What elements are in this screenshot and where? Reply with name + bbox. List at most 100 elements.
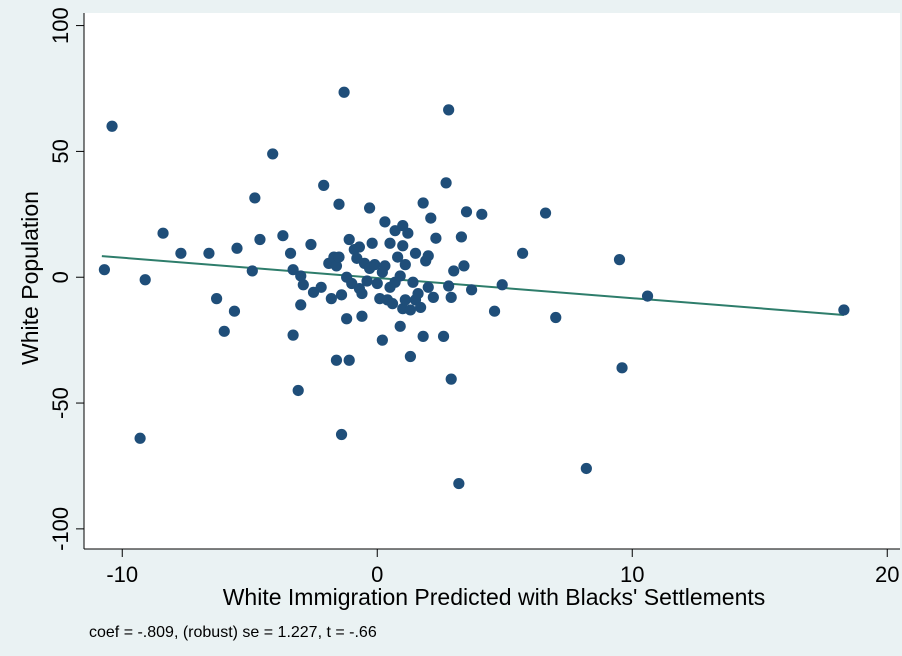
data-point (284, 247, 297, 259)
data-point (333, 198, 345, 210)
y-tick-label: -100 (48, 507, 73, 551)
data-point (356, 310, 368, 322)
data-point (106, 120, 118, 132)
data-point (379, 216, 391, 228)
data-point (422, 250, 434, 262)
data-point (404, 350, 416, 363)
x-ticks: -10 0 10 20 (106, 549, 899, 587)
data-point (356, 287, 368, 300)
data-point (139, 274, 151, 286)
data-point (404, 304, 416, 316)
data-point (517, 247, 529, 259)
data-point (430, 232, 442, 244)
data-point (437, 330, 450, 342)
data-point (287, 329, 299, 341)
data-point (386, 298, 399, 310)
data-point (838, 304, 850, 316)
data-point (443, 104, 455, 116)
x-axis-label: White Immigration Predicted with Blacks'… (223, 584, 766, 610)
y-tick-label: -50 (48, 387, 73, 419)
x-tick-label: 0 (371, 562, 383, 587)
y-tick-label: 50 (48, 139, 73, 163)
data-point (246, 265, 258, 277)
data-point (157, 227, 169, 239)
data-point (539, 207, 552, 219)
data-point (455, 231, 467, 243)
data-point (292, 384, 304, 397)
data-point (415, 301, 427, 314)
data-point (338, 86, 350, 98)
data-point (402, 227, 414, 239)
data-point (287, 264, 299, 276)
data-point (448, 265, 460, 277)
data-point (384, 237, 396, 249)
data-point (369, 259, 381, 271)
data-point (343, 354, 355, 366)
data-point (297, 279, 309, 291)
data-point (98, 264, 110, 276)
data-point (366, 237, 378, 249)
data-point (218, 325, 230, 337)
data-point (613, 254, 626, 266)
data-point (399, 259, 411, 271)
data-point (341, 313, 353, 325)
data-point (394, 270, 406, 282)
data-point (496, 279, 508, 291)
data-point (407, 276, 419, 288)
data-point (249, 192, 261, 204)
data-point (203, 247, 215, 259)
data-point (267, 148, 279, 160)
scatter-points (98, 86, 850, 490)
y-tick-label: 0 (48, 271, 73, 283)
data-point (211, 293, 223, 305)
data-point (335, 428, 348, 441)
data-point (295, 270, 307, 282)
y-ticks: -100 -50 0 50 100 (48, 7, 84, 551)
data-point (343, 233, 355, 246)
data-point (427, 291, 439, 303)
data-point (325, 293, 337, 305)
data-point (295, 299, 307, 311)
data-point (254, 233, 266, 246)
data-point (399, 294, 411, 306)
y-tick-label: 100 (48, 7, 73, 44)
data-point (466, 284, 478, 296)
data-point (231, 242, 243, 254)
data-point (453, 477, 465, 490)
data-point (376, 334, 388, 346)
x-tick-label: -10 (106, 562, 138, 587)
data-point (394, 320, 406, 332)
data-point (409, 247, 422, 259)
data-point (335, 289, 348, 301)
x-tick-label: 20 (875, 562, 899, 587)
data-point (361, 275, 373, 287)
y-axis-label: White Population (17, 191, 43, 365)
data-point (330, 260, 343, 272)
data-point (425, 212, 437, 224)
data-point (379, 260, 391, 272)
data-point (333, 251, 345, 263)
data-point (305, 238, 317, 251)
data-point (440, 177, 452, 189)
plot-area (84, 13, 900, 549)
data-point (397, 240, 409, 252)
data-point (371, 277, 383, 290)
data-point (443, 280, 455, 292)
data-point (392, 251, 404, 263)
data-point (641, 290, 654, 302)
data-point (445, 373, 457, 385)
data-point (134, 432, 146, 444)
data-point (330, 354, 343, 366)
data-point (488, 305, 501, 317)
data-point (417, 330, 429, 342)
data-point (460, 206, 473, 218)
data-point (458, 260, 470, 272)
data-point (412, 287, 424, 300)
data-point (476, 208, 488, 220)
data-point (228, 305, 241, 317)
data-point (353, 241, 365, 253)
x-tick-label: 10 (620, 562, 644, 587)
data-point (550, 311, 562, 324)
data-point (318, 179, 330, 191)
